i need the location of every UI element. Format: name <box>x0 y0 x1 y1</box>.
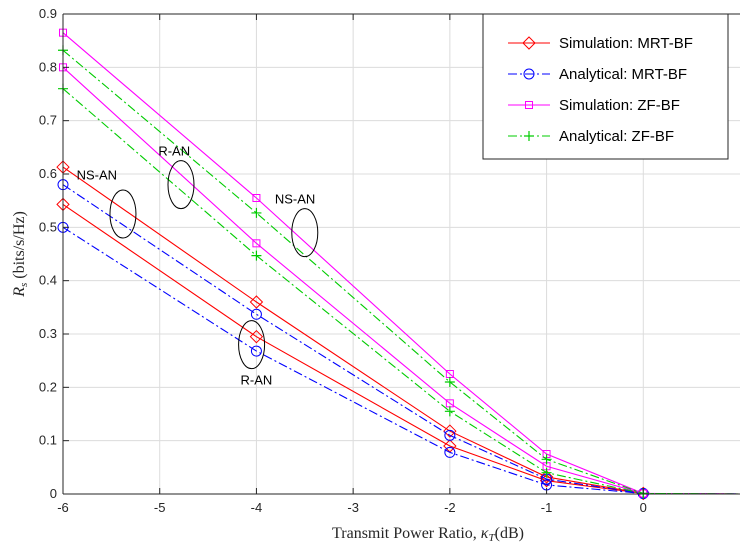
annotation-label: R-AN <box>158 143 190 158</box>
annotation-ellipse <box>167 160 195 210</box>
marker-square <box>525 101 533 109</box>
legend-label: Simulation: ZF-BF <box>559 97 680 114</box>
legend: Simulation: MRT-BF Analytical: MRT-BF Simu… <box>482 13 729 160</box>
legend-item: Simulation: ZF-BF <box>508 97 680 114</box>
y-tick-label: 0.4 <box>39 273 57 288</box>
y-tick-label: 0.2 <box>39 379 57 394</box>
marker-plus <box>444 406 455 417</box>
x-axis-label: Transmit Power Ratio, κT(dB) <box>332 525 524 544</box>
marker-plus <box>524 131 534 141</box>
marker-diamond <box>522 36 536 50</box>
legend-box <box>482 13 729 160</box>
annotation: R-AN <box>238 320 273 388</box>
x-tick-label: -5 <box>154 500 166 515</box>
legend-item: Simulation: MRT-BF <box>508 35 693 52</box>
annotation-ellipse <box>238 320 266 370</box>
y-tick-label: 0 <box>50 486 57 501</box>
annotation: R-AN <box>158 143 195 210</box>
x-tick-label: -4 <box>251 500 263 515</box>
x-tick-label: 0 <box>640 500 647 515</box>
marker-diamond <box>443 424 457 438</box>
annotation-ellipse <box>109 189 137 239</box>
marker-plus <box>541 467 552 478</box>
y-tick-label: 0.6 <box>39 166 57 181</box>
annotation-label: R-AN <box>241 373 273 388</box>
annotation-layer: NS-AN R-AN NS-AN R-AN <box>77 143 319 388</box>
y-tick-label: 0.7 <box>39 113 57 128</box>
marker-plus <box>251 207 262 218</box>
marker-plus <box>251 250 262 261</box>
annotation: NS-AN <box>275 191 319 258</box>
marker-square <box>252 194 261 202</box>
marker-circle <box>444 446 456 458</box>
marker-plus <box>541 454 552 465</box>
x-tick-label: -6 <box>57 500 69 515</box>
y-tick-label: 0.5 <box>39 219 57 234</box>
marker-diamond <box>539 470 554 484</box>
legend-item: Analytical: ZF-BF <box>508 128 674 145</box>
annotation-label: NS-AN <box>77 167 117 182</box>
marker-square <box>252 239 261 248</box>
y-axis-label: Rs (bits/s/Hz) <box>11 211 30 298</box>
legend-label: Simulation: MRT-BF <box>559 35 693 52</box>
annotation-ellipse <box>291 208 319 258</box>
y-tick-label: 0.8 <box>39 59 57 74</box>
marker-circle <box>250 345 262 357</box>
marker-circle <box>444 429 456 441</box>
marker-diamond <box>539 473 554 488</box>
marker-diamond <box>249 329 264 344</box>
x-tick-label: -2 <box>444 500 456 515</box>
legend-label: Analytical: ZF-BF <box>559 128 674 145</box>
annotation: NS-AN <box>77 167 137 239</box>
marker-diamond <box>249 295 264 309</box>
y-tick-label: 0.1 <box>39 433 57 448</box>
tick-labels: -6 -5 -4 -3 -2 -1 0 0 0.1 0.2 0.3 0.4 0.5 0.6 0.7 0.8 0.… <box>39 6 647 515</box>
marker-circle <box>523 68 535 80</box>
marker-circle <box>250 308 262 320</box>
legend-label: Analytical: MRT-BF <box>559 66 687 83</box>
y-tick-label: 0.9 <box>39 6 57 21</box>
legend-item: Analytical: MRT-BF <box>508 66 687 83</box>
y-tick-label: 0.3 <box>39 326 57 341</box>
marker-plus <box>444 377 455 387</box>
x-tick-label: -1 <box>541 500 553 515</box>
x-tick-label: -3 <box>347 500 359 515</box>
annotation-label: NS-AN <box>275 191 315 206</box>
